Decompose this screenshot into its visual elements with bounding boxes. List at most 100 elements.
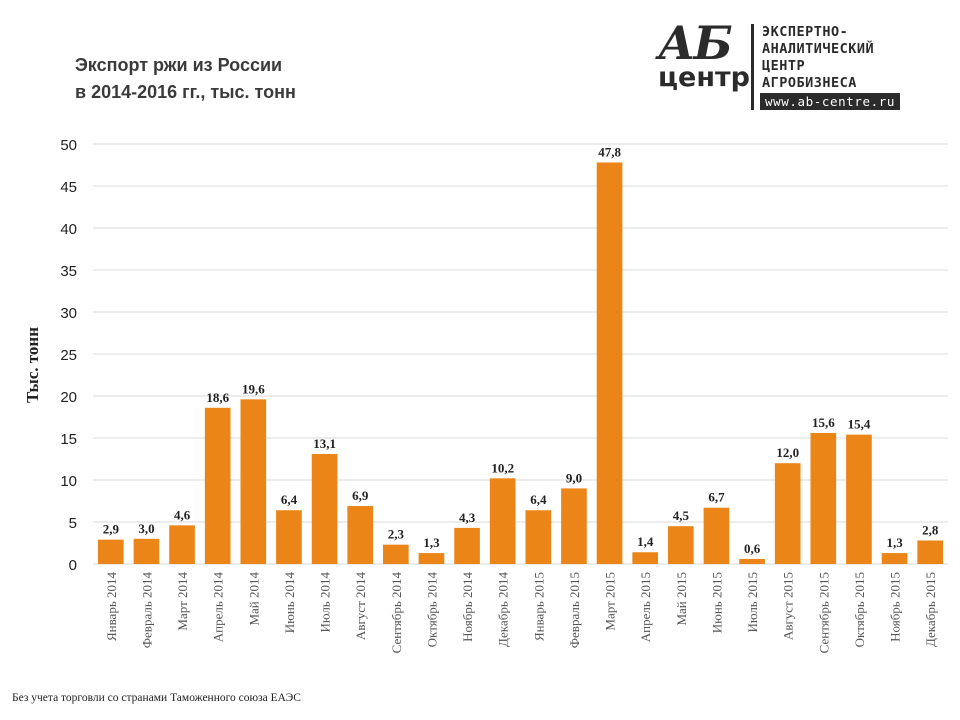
y-tick-label: 20 (60, 389, 77, 406)
y-axis-label: Тыс. тонн (23, 327, 42, 403)
bar (846, 434, 872, 564)
bar (525, 510, 552, 564)
x-tick-label: Январь 2014 (104, 572, 119, 642)
data-label: 2,3 (388, 527, 405, 542)
y-tick-label: 0 (69, 557, 77, 574)
y-tick-label: 40 (60, 221, 77, 238)
footnote: Без учета торговли со странами Таможенно… (12, 692, 301, 704)
bar (347, 506, 374, 564)
x-tick-label: Май 2015 (674, 572, 689, 626)
bar (703, 507, 730, 564)
y-tick-label: 10 (60, 473, 77, 490)
bar (489, 478, 516, 564)
data-label: 15,6 (812, 415, 835, 430)
x-tick-label: Апрель 2015 (638, 572, 653, 642)
y-tick-label: 50 (60, 137, 77, 154)
data-label: 19,6 (242, 381, 265, 396)
gridlines (93, 143, 948, 565)
bars (97, 162, 944, 565)
logo-mark: АБ центр (656, 16, 751, 102)
data-label: 47,8 (598, 144, 621, 159)
data-label: 12,0 (776, 445, 799, 460)
logo-line-3: ЦЕНТР (762, 58, 806, 74)
x-tick-label: Сентябрь 2014 (389, 572, 404, 654)
data-label: 3,0 (138, 521, 154, 536)
x-tick-label: Апрель 2014 (211, 572, 226, 643)
logo-line-2: АНАЛИТИЧЕСКИЙ (762, 41, 875, 57)
data-label: 6,9 (352, 488, 369, 503)
bar (240, 399, 267, 564)
data-label: 15,4 (848, 417, 871, 432)
logo-line-4: АГРОБИЗНЕСА (762, 75, 857, 91)
data-label: 6,4 (530, 492, 547, 507)
x-tick-label: Декабрь 2014 (496, 572, 511, 647)
data-label: 4,3 (459, 510, 476, 525)
bar (382, 544, 409, 564)
logo-mark-ab: АБ (658, 16, 733, 70)
x-tick-label: Июнь 2014 (282, 572, 297, 634)
bar (169, 525, 195, 564)
logo-url: www.ab-centre.ru (760, 93, 901, 110)
x-tick-label: Август 2014 (353, 572, 368, 641)
data-label: 1,3 (423, 535, 440, 550)
logo-separator (751, 24, 754, 110)
data-label: 1,4 (637, 534, 654, 549)
chart-title: Экспорт ржи из России в 2014-2016 гг., т… (75, 52, 296, 106)
bar (561, 488, 587, 564)
bar (810, 432, 837, 564)
bar (667, 526, 694, 564)
x-tick-label: Февраль 2014 (139, 572, 154, 649)
bar (632, 552, 659, 564)
data-label: 6,7 (708, 490, 725, 505)
logo-mark-centre: центр (658, 62, 750, 93)
bar (774, 463, 801, 564)
x-tick-label: Февраль 2015 (567, 572, 582, 648)
data-label: 2,9 (103, 522, 120, 537)
bar (133, 538, 160, 564)
x-tick-labels: Январь 2014 Февраль 2014 Март 2014 Апрель 2… (104, 572, 938, 654)
x-tick-label: Октябрь 2014 (424, 572, 439, 648)
x-tick-label: Июль 2014 (318, 572, 333, 633)
y-tick-labels: 0 5 10 15 20 25 30 35 40 45 50 (60, 137, 77, 574)
x-tick-label: Июль 2015 (745, 572, 760, 632)
y-tick-label: 25 (60, 347, 77, 364)
data-label: 2,8 (922, 522, 939, 537)
bar (917, 540, 944, 564)
logo-text: ЭКСПЕРТНО- АНАЛИТИЧЕСКИЙ ЦЕНТР АГРОБИЗНЕ… (762, 24, 874, 92)
x-tick-label: Март 2015 (603, 572, 618, 631)
data-label: 13,1 (313, 436, 336, 451)
bar (311, 453, 338, 564)
x-tick-label: Январь 2015 (531, 572, 546, 641)
chart-title-line2: в 2014-2016 гг., тыс. тонн (75, 82, 296, 102)
data-label: 9,0 (566, 470, 582, 485)
y-tick-label: 5 (69, 515, 77, 532)
x-tick-label: Октябрь 2015 (852, 572, 867, 647)
bar (204, 407, 231, 564)
x-tick-label: Ноябрь 2014 (460, 572, 475, 642)
x-tick-label: Май 2014 (246, 572, 261, 626)
bar (276, 510, 302, 564)
x-tick-label: Сентябрь 2015 (816, 572, 831, 653)
x-tick-label: Декабрь 2015 (923, 572, 938, 647)
bar (454, 527, 480, 564)
x-tick-label: Август 2015 (781, 572, 796, 640)
data-labels: 2,9 3,0 4,6 18,6 19,6 6,4 13,1 6,9 2,3 1,3 4,3 10,2… (103, 144, 939, 555)
y-tick-label: 45 (60, 179, 77, 196)
data-label: 1,3 (886, 535, 903, 550)
bar (881, 553, 908, 564)
x-tick-label: Июнь 2015 (709, 572, 724, 633)
bar (739, 558, 765, 564)
logo-line-1: ЭКСПЕРТНО- (762, 24, 849, 40)
chart-title-line1: Экспорт ржи из России (75, 55, 283, 75)
bar (97, 539, 124, 564)
data-label: 6,4 (281, 492, 298, 507)
data-label: 0,6 (744, 541, 761, 556)
data-label: 4,5 (673, 508, 690, 523)
data-label: 18,6 (206, 390, 229, 405)
y-tick-label: 35 (60, 263, 77, 280)
x-tick-label: Ноябрь 2015 (888, 572, 903, 642)
x-tick-label: Март 2014 (175, 572, 190, 631)
data-label: 4,6 (174, 507, 191, 522)
ab-centre-logo: АБ центр ЭКСПЕРТНО- АНАЛИТИЧЕСКИЙ ЦЕНТР … (656, 16, 926, 114)
